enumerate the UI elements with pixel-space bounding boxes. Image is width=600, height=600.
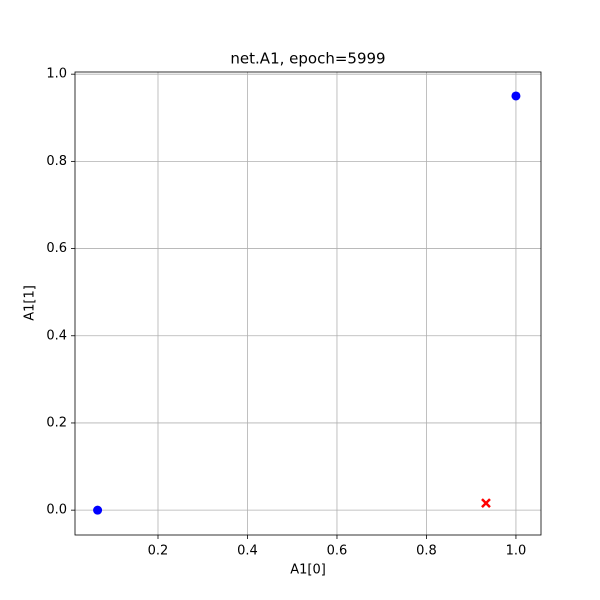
x-tick-label: 0.6 <box>327 544 348 559</box>
x-tick-label: 0.4 <box>237 544 258 559</box>
x-tick-label: 0.8 <box>416 544 437 559</box>
x-stroke <box>481 498 491 509</box>
plot-frame <box>74 71 542 536</box>
point <box>93 505 103 515</box>
chart-title: net.A1, epoch=5999 <box>230 50 385 68</box>
x-axis-label: A1[0] <box>290 563 326 578</box>
y-tick-label: 0.2 <box>46 415 67 430</box>
y-tick-label: 0.6 <box>46 241 67 256</box>
y-tick-label: 0.8 <box>46 154 67 169</box>
point <box>511 91 521 101</box>
y-tick-label: 1.0 <box>46 67 67 82</box>
x-tick-label: 1.0 <box>506 544 527 559</box>
x-marker <box>481 498 491 509</box>
x-tick-label: 0.2 <box>148 544 169 559</box>
y-tick-label: 0.0 <box>46 503 67 518</box>
y-axis-label: A1[1] <box>23 285 38 321</box>
y-tick-label: 0.4 <box>46 328 67 343</box>
